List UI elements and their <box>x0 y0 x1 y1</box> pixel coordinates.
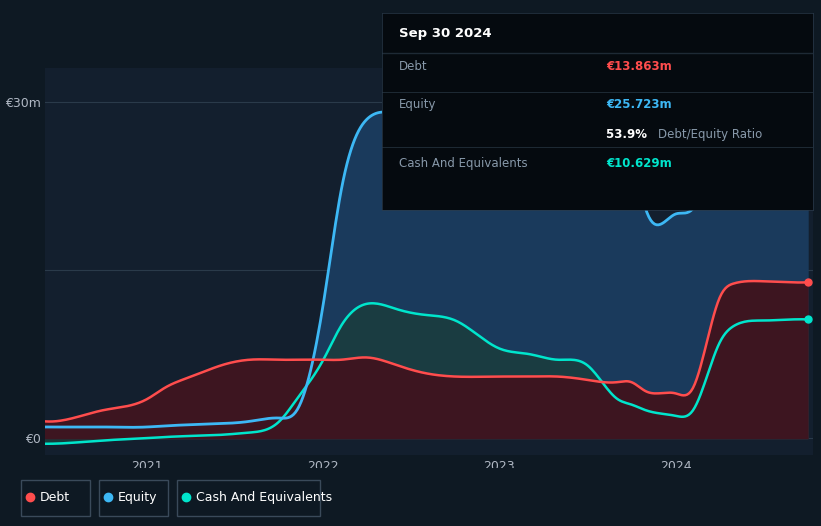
Text: €10.629m: €10.629m <box>606 157 672 170</box>
Text: Debt: Debt <box>40 491 71 503</box>
Text: Cash And Equivalents: Cash And Equivalents <box>196 491 333 503</box>
Text: €25.723m: €25.723m <box>606 98 672 111</box>
Text: €13.863m: €13.863m <box>606 60 672 74</box>
Text: Debt: Debt <box>399 60 428 74</box>
Text: Equity: Equity <box>399 98 437 111</box>
Text: Sep 30 2024: Sep 30 2024 <box>399 27 492 40</box>
Text: Equity: Equity <box>118 491 158 503</box>
Text: Cash And Equivalents: Cash And Equivalents <box>399 157 528 170</box>
Text: Debt/Equity Ratio: Debt/Equity Ratio <box>658 128 762 140</box>
Text: 53.9%: 53.9% <box>606 128 651 140</box>
